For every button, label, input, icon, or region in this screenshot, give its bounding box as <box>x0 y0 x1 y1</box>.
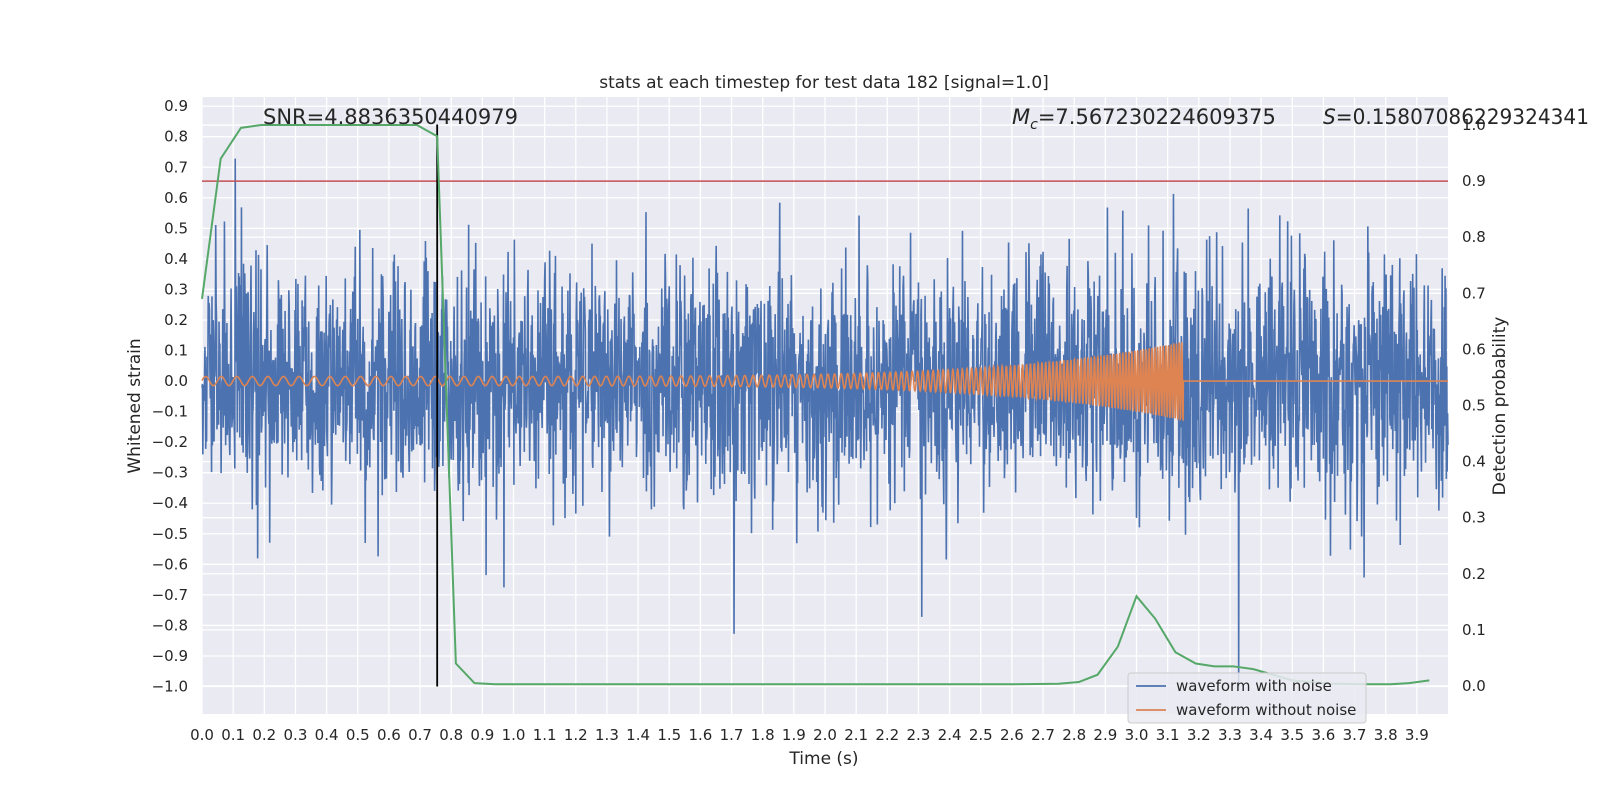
x-tick-label: 3.1 <box>1156 726 1180 744</box>
y-tick-label: 0.5 <box>164 219 188 237</box>
x-tick-label: 0.3 <box>284 726 308 744</box>
chirp-mass-subscript: c <box>1030 117 1038 133</box>
y-tick-label: 0.4 <box>164 250 188 268</box>
y-tick-label: −0.9 <box>152 647 188 665</box>
x-tick-label: 0.7 <box>408 726 432 744</box>
y-tick-label: 0.7 <box>164 158 188 176</box>
y-tick-label: 0.9 <box>164 97 188 115</box>
chirp-mass-value: =7.567230224609375 <box>1038 105 1276 129</box>
x-tick-label: 2.2 <box>875 726 899 744</box>
y-tick-label: −0.5 <box>152 525 188 543</box>
legend-label-with-noise: waveform with noise <box>1176 677 1332 695</box>
x-tick-label: 2.6 <box>1000 726 1024 744</box>
chart-title: stats at each timestep for test data 182… <box>599 73 1049 93</box>
y-tick-label: 0.2 <box>164 311 188 329</box>
y2-axis-label: Detection probability <box>1490 317 1510 496</box>
snr-annotation: SNR=4.8836350440979 <box>263 105 518 129</box>
x-tick-label: 0.1 <box>221 726 245 744</box>
y-tick-label: −0.7 <box>152 586 188 604</box>
spin-annotation: S=0.15807086229324341 <box>1323 105 1589 129</box>
chirp-mass-symbol: M <box>1012 105 1030 129</box>
x-tick-label: 0.2 <box>252 726 276 744</box>
x-tick-label: 3.9 <box>1405 726 1429 744</box>
y2-tick-label: 0.3 <box>1462 509 1486 527</box>
x-tick-label: 1.6 <box>688 726 712 744</box>
y-tick-label: 0.3 <box>164 280 188 298</box>
grid <box>201 97 1448 714</box>
x-tick-label: 0.0 <box>190 726 214 744</box>
x-tick-label: 2.4 <box>938 726 962 744</box>
y-tick-label: −0.3 <box>152 464 188 482</box>
y-tick-label: −0.6 <box>152 555 188 573</box>
legend: waveform with noise waveform without noi… <box>1127 672 1367 724</box>
x-tick-label: 0.8 <box>439 726 463 744</box>
y-tick-label: 0.1 <box>164 342 188 360</box>
y2-tick-label: 0.8 <box>1462 228 1486 246</box>
x-tick-label: 0.4 <box>315 726 339 744</box>
x-ticks: 0.0 0.1 0.2 0.3 0.4 0.5 0.6 0.7 0.8 0.9 1.0 1.1 1.2 1… <box>190 726 1429 744</box>
spin-symbol: S <box>1323 105 1336 129</box>
x-tick-label: 1.5 <box>657 726 681 744</box>
x-tick-label: 2.8 <box>1062 726 1086 744</box>
x-axis-label: Time (s) <box>788 749 858 769</box>
series-detection-probability <box>201 124 1430 686</box>
y2-ticks: 1.0 0.9 0.8 0.7 0.6 0.5 0.4 0.3 0.2 0.1 0.0 <box>1462 116 1486 695</box>
y-tick-label: −1.0 <box>152 678 188 696</box>
x-tick-label: 2.0 <box>813 726 837 744</box>
x-tick-label: 1.3 <box>595 726 619 744</box>
x-tick-label: 3.2 <box>1187 726 1211 744</box>
legend-label-without-noise: waveform without noise <box>1176 701 1356 719</box>
x-tick-label: 0.9 <box>470 726 494 744</box>
x-tick-label: 3.0 <box>1125 726 1149 744</box>
series-waveform-without-noise <box>201 342 1448 422</box>
y-tick-label: −0.2 <box>152 433 188 451</box>
x-tick-label: 2.9 <box>1093 726 1117 744</box>
x-tick-label: 1.9 <box>782 726 806 744</box>
y-tick-label: −0.4 <box>152 494 188 512</box>
y-tick-label: 0.0 <box>164 372 188 390</box>
y-tick-label: −0.8 <box>152 616 188 634</box>
x-tick-label: 2.3 <box>907 726 931 744</box>
y-tick-label: 0.8 <box>164 128 188 146</box>
y-tick-label: −0.1 <box>152 403 188 421</box>
x-tick-label: 3.4 <box>1249 726 1273 744</box>
x-tick-label: 3.3 <box>1218 726 1242 744</box>
y2-tick-label: 1.0 <box>1462 116 1486 134</box>
x-tick-label: 1.8 <box>751 726 775 744</box>
y2-tick-label: 0.0 <box>1462 677 1486 695</box>
x-tick-label: 2.5 <box>969 726 993 744</box>
x-tick-label: 3.8 <box>1374 726 1398 744</box>
chirp-mass-annotation: Mc=7.567230224609375 <box>1012 105 1276 133</box>
legend-box <box>1127 672 1367 724</box>
x-tick-label: 2.7 <box>1031 726 1055 744</box>
y2-tick-label: 0.9 <box>1462 172 1486 190</box>
x-tick-label: 1.1 <box>533 726 557 744</box>
x-tick-label: 3.5 <box>1280 726 1304 744</box>
x-tick-label: 3.6 <box>1311 726 1335 744</box>
x-tick-label: 1.4 <box>626 726 650 744</box>
x-tick-label: 1.0 <box>502 726 526 744</box>
y2-tick-label: 0.2 <box>1462 565 1486 583</box>
x-tick-label: 2.1 <box>844 726 868 744</box>
series-waveform-with-noise <box>201 158 1449 687</box>
x-tick-label: 0.5 <box>346 726 370 744</box>
y-tick-label: 0.6 <box>164 189 188 207</box>
y2-tick-label: 0.7 <box>1462 284 1486 302</box>
x-tick-label: 3.7 <box>1343 726 1367 744</box>
spin-value: =0.15807086229324341 <box>1336 105 1589 129</box>
y-axis-label: Whitened strain <box>125 338 145 473</box>
x-tick-label: 0.6 <box>377 726 401 744</box>
y2-tick-label: 0.6 <box>1462 340 1486 358</box>
y2-tick-label: 0.1 <box>1462 621 1486 639</box>
y2-tick-label: 0.5 <box>1462 397 1486 415</box>
y2-tick-label: 0.4 <box>1462 453 1486 471</box>
x-tick-label: 1.7 <box>720 726 744 744</box>
x-tick-label: 1.2 <box>564 726 588 744</box>
y-ticks: 0.9 0.8 0.7 0.6 0.5 0.4 0.3 0.2 0.1 0.0 −0.1 −0.2 −0… <box>152 97 188 695</box>
